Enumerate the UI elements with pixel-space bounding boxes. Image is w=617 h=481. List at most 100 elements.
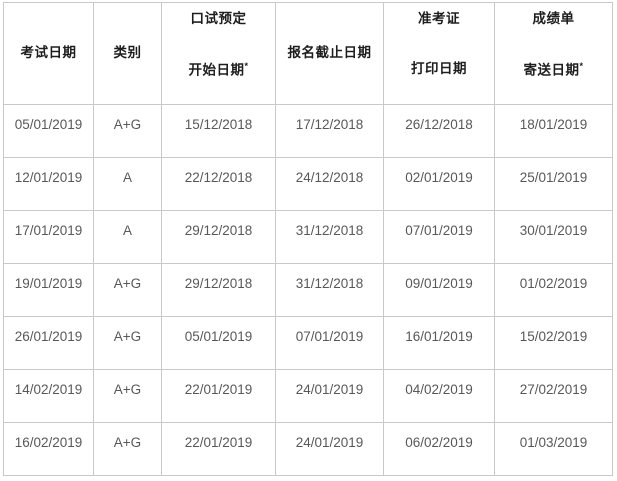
header-line-1: 考试日期 — [20, 45, 77, 61]
cell-text: 16/02/2019 — [14, 435, 83, 450]
cell-text: 25/01/2019 — [519, 170, 588, 185]
cell-category: A+G — [93, 263, 162, 317]
cell-text: 29/12/2018 — [184, 276, 253, 291]
header-line-2-text: 寄送日期 — [523, 62, 580, 78]
column-header-registration-deadline: 报名截止日期 — [275, 2, 384, 105]
cell-exam-date: 14/02/2019 — [3, 369, 94, 423]
cell-text: A+G — [113, 276, 142, 291]
cell-text: 07/01/2019 — [295, 329, 364, 344]
header-line-2: 开始日期* — [188, 60, 249, 78]
cell-exam-date: 17/01/2019 — [3, 210, 94, 264]
cell-category: A+G — [93, 422, 162, 476]
cell-text: 06/02/2019 — [405, 435, 473, 450]
cell-registration-deadline: 07/01/2019 — [275, 316, 384, 370]
cell-result-mailing-date: 01/03/2019 — [494, 422, 613, 476]
cell-registration-deadline: 24/12/2018 — [275, 157, 384, 211]
cell-speaking-booking-start: 15/12/2018 — [161, 104, 276, 158]
table-row: 16/02/2019 A+G 22/01/2019 24/01/2019 06/… — [3, 422, 613, 476]
cell-admission-print-date: 06/02/2019 — [383, 422, 495, 476]
cell-speaking-booking-start: 05/01/2019 — [161, 316, 276, 370]
cell-text: 15/02/2019 — [519, 329, 588, 344]
cell-text: 26/12/2018 — [405, 117, 473, 132]
cell-text: 24/01/2019 — [295, 382, 364, 397]
cell-text: 24/01/2019 — [295, 435, 364, 450]
cell-text: 05/01/2019 — [14, 117, 83, 132]
cell-result-mailing-date: 30/01/2019 — [494, 210, 613, 264]
cell-registration-deadline: 24/01/2019 — [275, 422, 384, 476]
column-header-admission-ticket-print-date: 准考证 打印日期 — [383, 2, 495, 105]
table-row: 05/01/2019 A+G 15/12/2018 17/12/2018 26/… — [3, 104, 613, 158]
cell-text: 22/01/2019 — [184, 435, 253, 450]
table-row: 12/01/2019 A 22/12/2018 24/12/2018 02/01… — [3, 157, 613, 211]
header-row: 考试日期 类别 口试预定 开始日期* 报名截止日期 — [3, 2, 613, 105]
header-line-1: 成绩单 — [532, 11, 575, 26]
cell-speaking-booking-start: 29/12/2018 — [161, 210, 276, 264]
cell-text: A — [122, 223, 132, 238]
cell-text: 17/12/2018 — [295, 117, 364, 132]
cell-category: A+G — [93, 104, 162, 158]
column-header-exam-date: 考试日期 — [3, 2, 94, 105]
asterisk-marker: * — [244, 60, 249, 71]
cell-text: 14/02/2019 — [14, 382, 83, 397]
cell-text: 27/02/2019 — [519, 382, 588, 397]
cell-result-mailing-date: 25/01/2019 — [494, 157, 613, 211]
header-line-1: 报名截止日期 — [287, 45, 372, 61]
cell-category: A — [93, 210, 162, 264]
header-line-1: 类别 — [113, 45, 142, 61]
cell-speaking-booking-start: 22/12/2018 — [161, 157, 276, 211]
table-header: 考试日期 类别 口试预定 开始日期* 报名截止日期 — [3, 2, 613, 105]
cell-text: 02/01/2019 — [405, 170, 473, 185]
header-line-1: 准考证 — [418, 11, 460, 26]
cell-exam-date: 05/01/2019 — [3, 104, 94, 158]
cell-result-mailing-date: 01/02/2019 — [494, 263, 613, 317]
column-header-category: 类别 — [93, 2, 162, 105]
cell-text: A — [122, 170, 132, 185]
cell-text: 24/12/2018 — [295, 170, 364, 185]
table-row: 17/01/2019 A 29/12/2018 31/12/2018 07/01… — [3, 210, 613, 264]
cell-text: 29/12/2018 — [184, 223, 253, 238]
cell-text: 04/02/2019 — [405, 382, 473, 397]
cell-text: 18/01/2019 — [519, 117, 588, 132]
cell-exam-date: 26/01/2019 — [3, 316, 94, 370]
header-stack: 准考证 打印日期 — [384, 3, 494, 104]
cell-admission-print-date: 02/01/2019 — [383, 157, 495, 211]
header-stack: 成绩单 寄送日期* — [495, 3, 612, 104]
cell-registration-deadline: 17/12/2018 — [275, 104, 384, 158]
cell-registration-deadline: 31/12/2018 — [275, 263, 384, 317]
cell-text: 31/12/2018 — [295, 223, 364, 238]
cell-text: 22/12/2018 — [184, 170, 253, 185]
cell-admission-print-date: 16/01/2019 — [383, 316, 495, 370]
cell-result-mailing-date: 18/01/2019 — [494, 104, 613, 158]
cell-text: A+G — [113, 382, 142, 397]
cell-text: 19/01/2019 — [14, 276, 83, 291]
cell-exam-date: 19/01/2019 — [3, 263, 94, 317]
cell-registration-deadline: 24/01/2019 — [275, 369, 384, 423]
header-stack: 类别 — [94, 3, 161, 104]
cell-text: 12/01/2019 — [14, 170, 83, 185]
header-line-1: 口试预定 — [190, 11, 247, 26]
cell-text: 01/03/2019 — [519, 435, 588, 450]
asterisk-marker: * — [579, 60, 584, 71]
cell-exam-date: 16/02/2019 — [3, 422, 94, 476]
cell-text: 31/12/2018 — [295, 276, 364, 291]
exam-schedule-table: 考试日期 类别 口试预定 开始日期* 报名截止日期 — [3, 2, 613, 476]
cell-admission-print-date: 04/02/2019 — [383, 369, 495, 423]
header-stack: 考试日期 — [4, 3, 93, 104]
cell-category: A+G — [93, 369, 162, 423]
cell-speaking-booking-start: 22/01/2019 — [161, 369, 276, 423]
cell-text: A+G — [113, 117, 142, 132]
cell-registration-deadline: 31/12/2018 — [275, 210, 384, 264]
cell-category: A+G — [93, 316, 162, 370]
table-row: 26/01/2019 A+G 05/01/2019 07/01/2019 16/… — [3, 316, 613, 370]
cell-admission-print-date: 26/12/2018 — [383, 104, 495, 158]
exam-schedule-container: 考试日期 类别 口试预定 开始日期* 报名截止日期 — [3, 2, 613, 476]
table-row: 19/01/2019 A+G 29/12/2018 31/12/2018 09/… — [3, 263, 613, 317]
header-line-2: 打印日期 — [411, 60, 467, 76]
column-header-result-mailing-date: 成绩单 寄送日期* — [494, 2, 613, 105]
header-line-2: 寄送日期* — [523, 60, 584, 78]
header-stack: 口试预定 开始日期* — [162, 3, 275, 104]
cell-text: 01/02/2019 — [519, 276, 588, 291]
cell-admission-print-date: 07/01/2019 — [383, 210, 495, 264]
cell-text: 07/01/2019 — [405, 223, 473, 238]
column-header-speaking-booking-start-date: 口试预定 开始日期* — [161, 2, 276, 105]
